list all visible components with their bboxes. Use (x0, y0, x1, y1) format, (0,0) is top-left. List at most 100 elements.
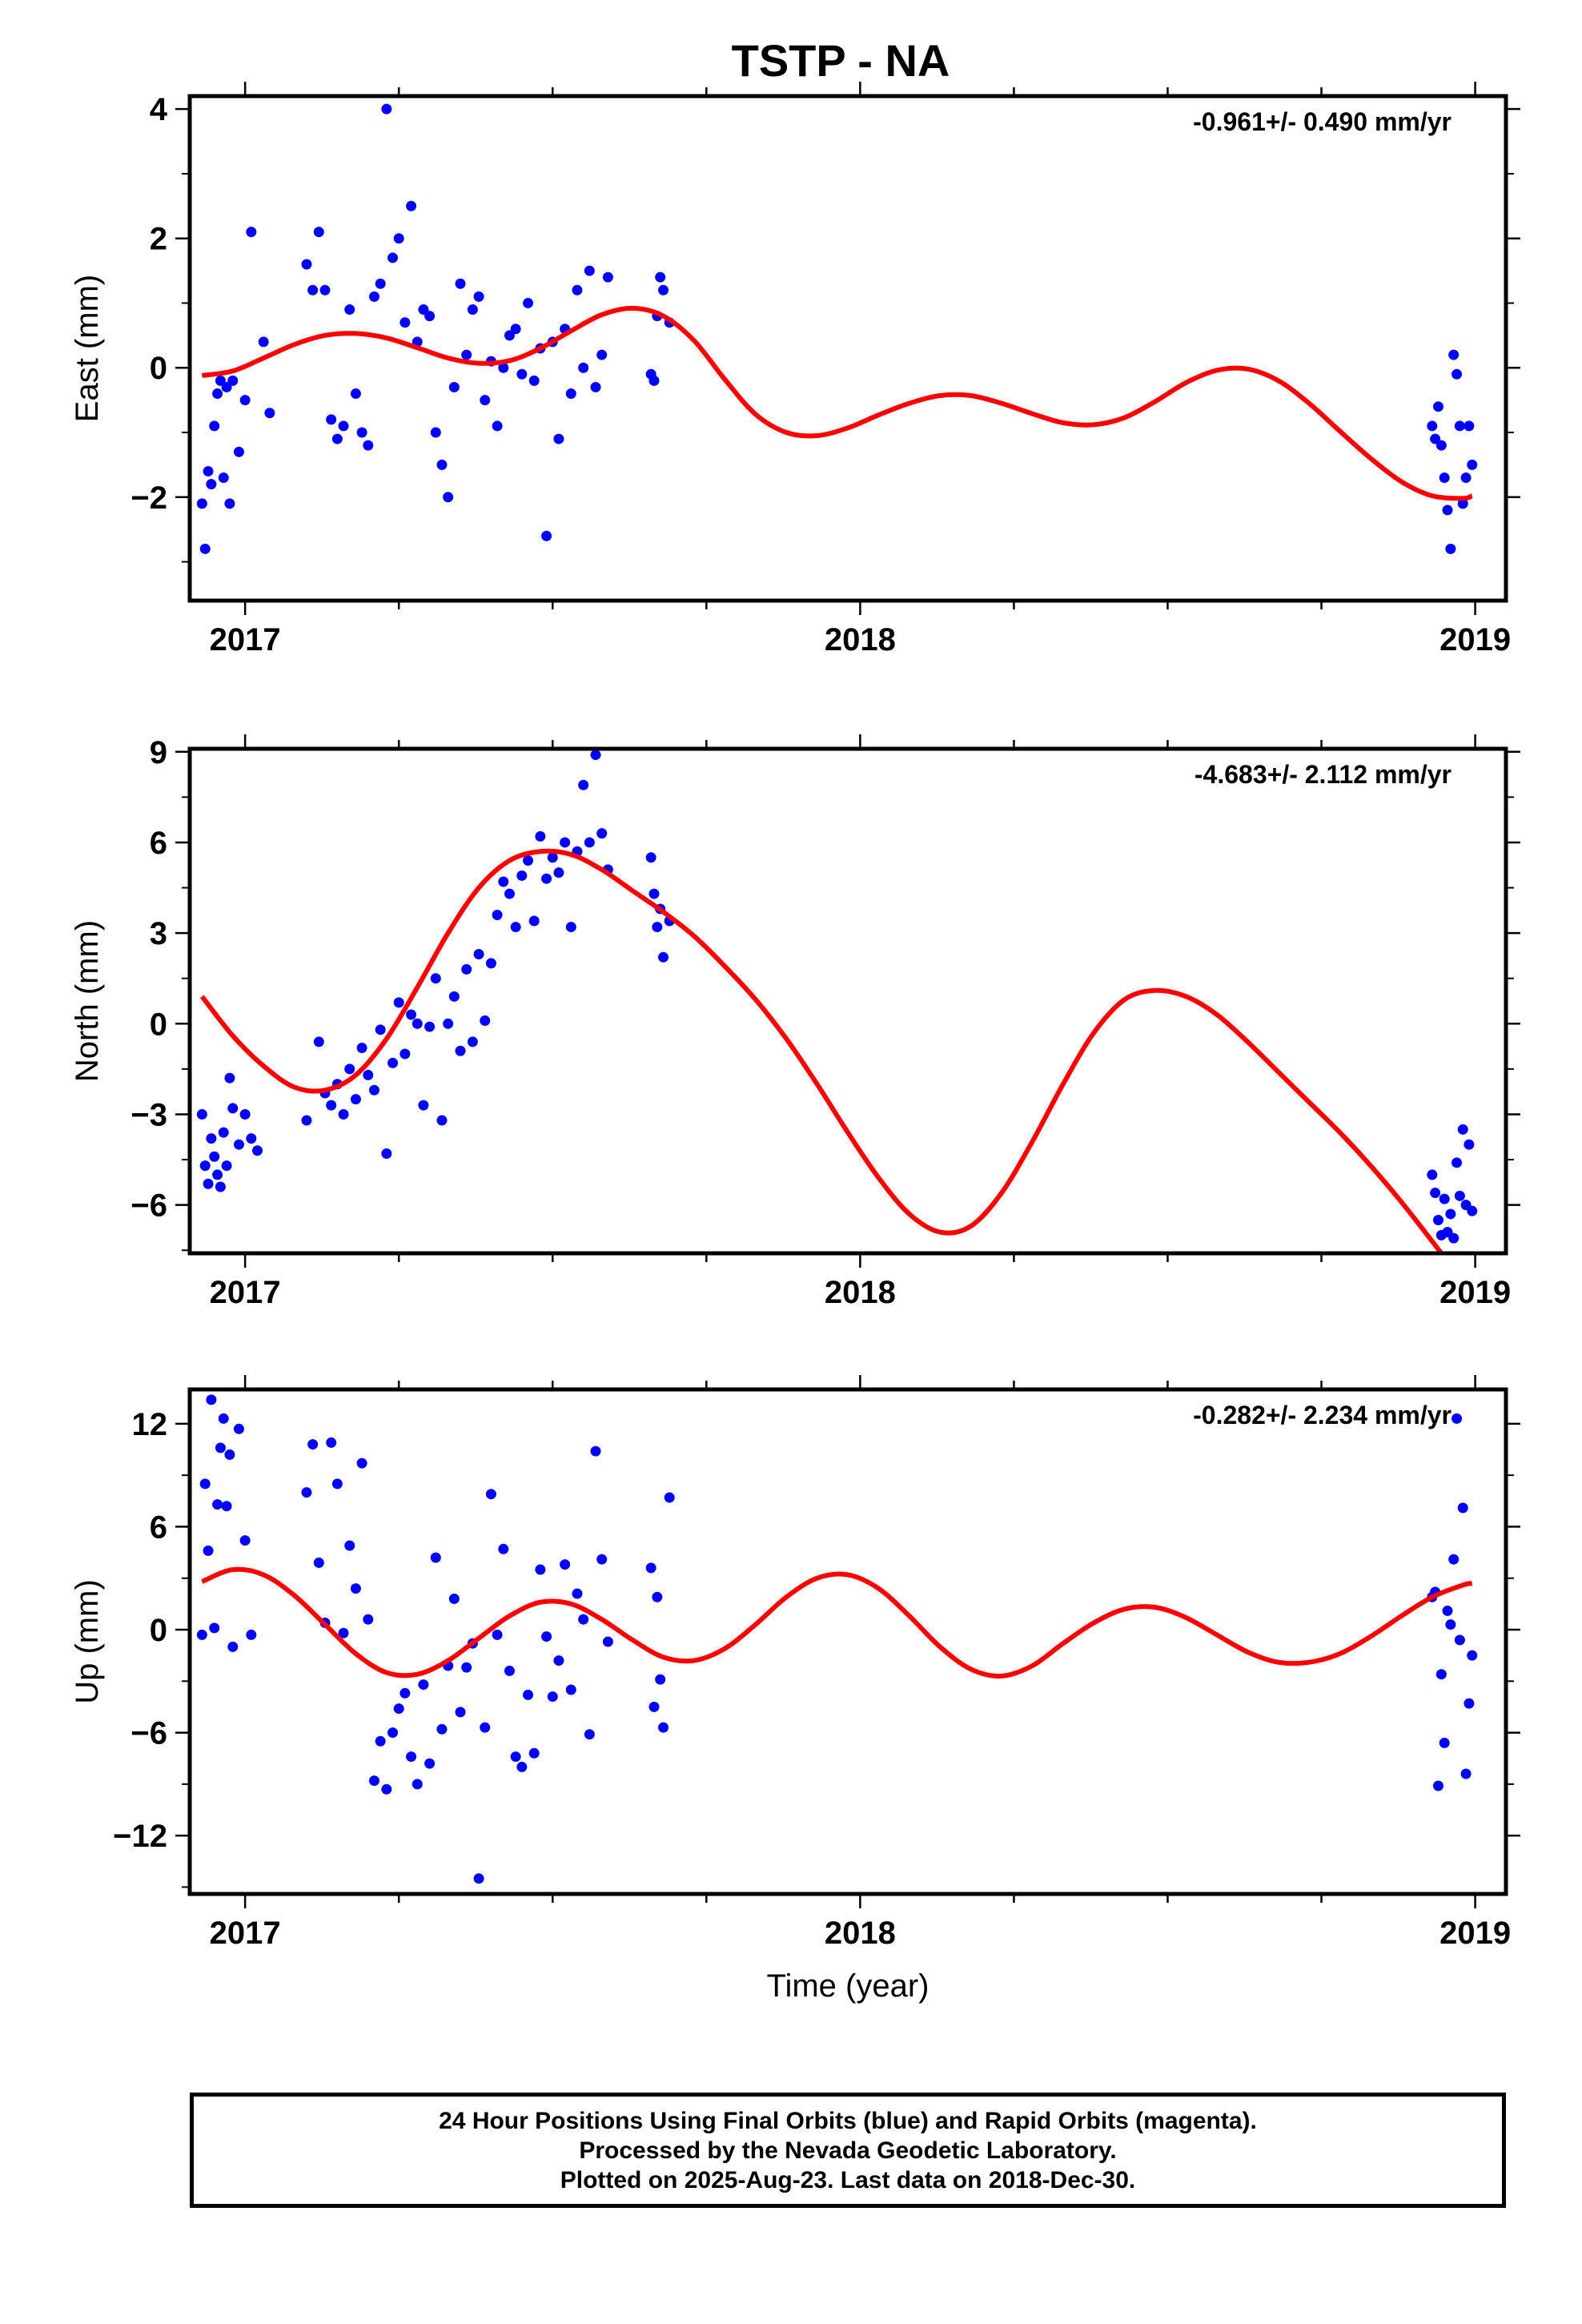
data-point (448, 381, 460, 392)
data-point (406, 1009, 417, 1020)
y-tick-label: 4 (150, 92, 168, 127)
y-tick-label: −6 (130, 1188, 167, 1224)
data-point (215, 1181, 226, 1192)
data-point (652, 1591, 663, 1602)
data-point (326, 1437, 337, 1448)
data-point (319, 284, 331, 296)
data-point (480, 1015, 491, 1027)
data-point (535, 1564, 546, 1575)
data-point (209, 1151, 220, 1162)
data-point (602, 271, 613, 283)
data-point (1452, 368, 1463, 380)
data-point (578, 779, 589, 790)
data-point (1442, 505, 1453, 516)
data-point (252, 1145, 263, 1156)
data-point (209, 1622, 220, 1634)
data-point (480, 1722, 491, 1733)
data-point (406, 200, 417, 211)
data-point (1439, 472, 1450, 484)
data-point (387, 1727, 399, 1739)
x-tick-label: 2018 (825, 1275, 896, 1310)
data-point (1452, 1157, 1463, 1168)
data-point (602, 1636, 613, 1647)
data-point (658, 951, 669, 963)
data-point (596, 349, 608, 360)
data-point (1454, 1190, 1465, 1201)
data-point (233, 1139, 244, 1150)
data-point (313, 227, 324, 238)
data-point (523, 297, 534, 308)
y-axis-label: East (mm) (70, 275, 105, 422)
data-point (227, 1641, 239, 1652)
data-point (492, 909, 503, 920)
data-point (264, 408, 275, 419)
data-point (196, 1108, 207, 1120)
data-point (448, 991, 460, 1002)
data-point (393, 997, 404, 1008)
data-point (1435, 1669, 1447, 1680)
data-point (516, 1761, 528, 1772)
fit-curve-up (201, 1566, 1473, 1679)
data-point (596, 828, 608, 839)
data-point (368, 1775, 379, 1787)
y-tick-label: −2 (130, 480, 167, 516)
data-point (338, 420, 349, 432)
data-point (326, 414, 337, 425)
data-point (528, 1747, 540, 1759)
data-point (412, 1779, 423, 1790)
data-point (461, 963, 472, 975)
points-east (196, 103, 1478, 554)
data-point (498, 1543, 509, 1554)
y-tick-label: 6 (150, 826, 167, 861)
data-point (553, 433, 564, 444)
y-tick-label: −3 (130, 1097, 167, 1132)
data-point (658, 1722, 669, 1733)
data-point (313, 1036, 324, 1047)
data-point (203, 465, 214, 476)
data-point (443, 492, 454, 503)
data-point (436, 459, 448, 470)
data-point (664, 1492, 675, 1503)
data-point (246, 1133, 257, 1144)
data-point (590, 1445, 601, 1457)
data-point (1464, 1698, 1475, 1709)
data-point (590, 750, 601, 761)
x-tick-label: 2019 (1439, 1275, 1511, 1310)
x-tick-label: 2019 (1439, 622, 1511, 657)
data-point (338, 1108, 349, 1120)
footer-line-3: Plotted on 2025-Aug-23. Last data on 201… (560, 2166, 1136, 2193)
x-tick-label: 2017 (210, 1275, 281, 1310)
data-point (541, 530, 552, 541)
data-point (436, 1723, 448, 1735)
data-point (1445, 1208, 1456, 1220)
x-axis-label: Time (year) (767, 1968, 930, 2004)
data-point (363, 1069, 374, 1080)
data-point (565, 1684, 576, 1695)
data-point (356, 1458, 367, 1469)
data-point (1430, 1188, 1441, 1199)
data-point (381, 1148, 392, 1160)
y-tick-label: 12 (132, 1407, 168, 1442)
data-point (418, 1100, 429, 1111)
data-point (528, 915, 540, 927)
data-point (461, 1662, 472, 1673)
data-point (547, 1691, 558, 1703)
data-point (224, 1072, 235, 1084)
data-point (1452, 1413, 1463, 1424)
data-point (393, 233, 404, 244)
data-point (393, 1703, 404, 1715)
data-point (455, 1045, 466, 1056)
points-up (196, 1394, 1478, 1884)
data-point (492, 1629, 503, 1640)
data-point (199, 1478, 211, 1490)
data-point (498, 876, 509, 887)
data-point (443, 1018, 454, 1029)
data-point (218, 1413, 229, 1424)
panel-up: 2017 2018 2019 −12 −6 0 6 12 Up (mm) Time (year) -… (70, 1375, 1520, 2004)
data-point (400, 1048, 411, 1059)
data-point (221, 1501, 232, 1512)
data-point (461, 349, 472, 360)
data-point (221, 381, 232, 392)
y-axis-label: North (mm) (70, 920, 105, 1082)
data-point (307, 284, 319, 296)
